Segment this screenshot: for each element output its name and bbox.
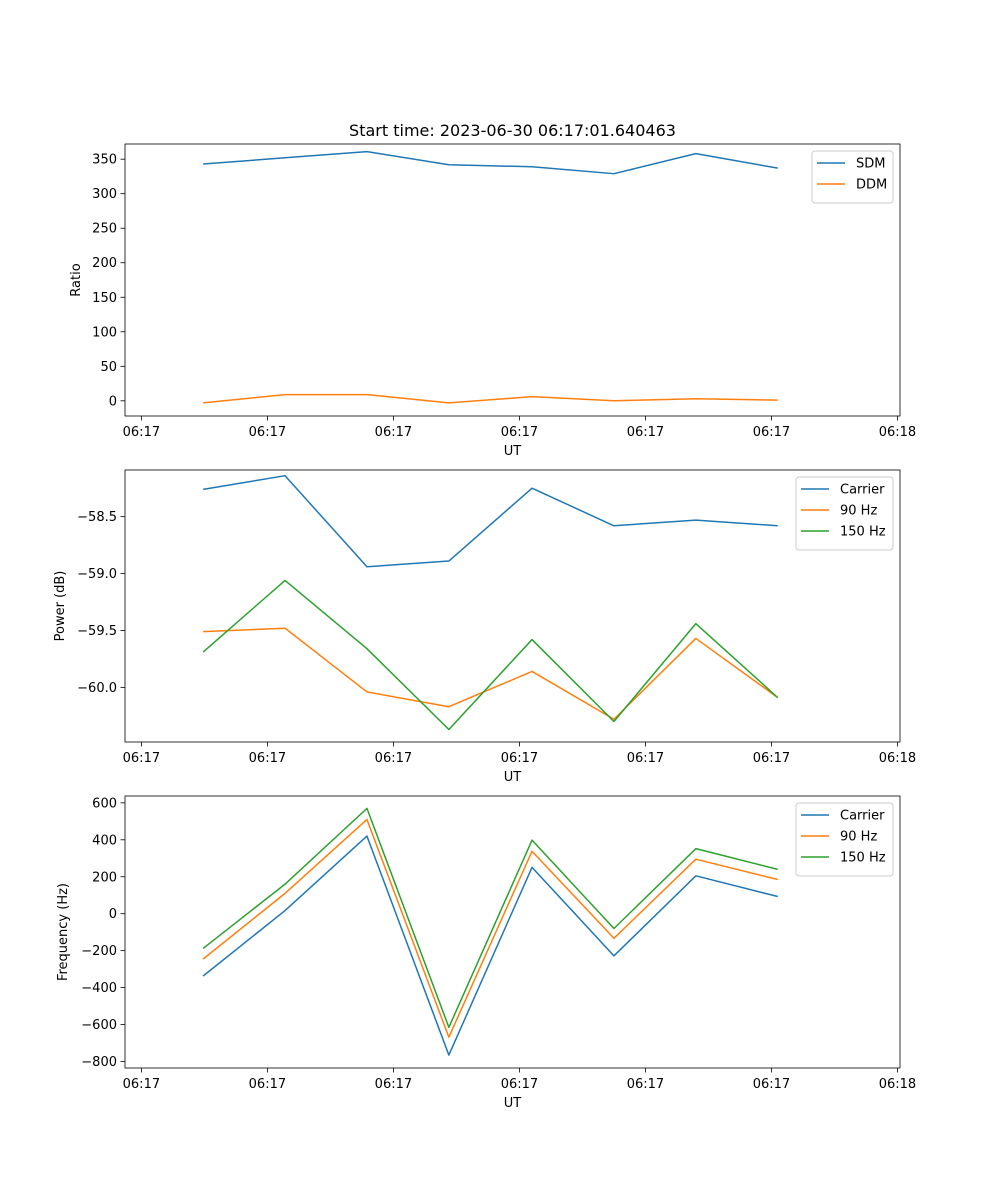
- y-tick-label: 0: [109, 394, 117, 409]
- y-tick-label: 400: [92, 833, 117, 848]
- legend-box: [811, 150, 894, 204]
- x-tick-label: 06:17: [123, 751, 160, 766]
- y-axis-label: Power (dB): [53, 571, 68, 642]
- x-tick-label: 06:17: [123, 1077, 160, 1092]
- plot-frame: [124, 143, 901, 417]
- x-tick-label: 06:17: [249, 425, 286, 440]
- x-tick-label: 06:17: [501, 1077, 538, 1092]
- x-tick-label: 06:18: [879, 1077, 916, 1092]
- legend: SDM DDM: [811, 150, 894, 204]
- x-axis-label: UT: [504, 444, 522, 459]
- x-tick-label: 06:17: [501, 751, 538, 766]
- plot-frame: [124, 795, 901, 1069]
- x-axis-label: UT: [504, 770, 522, 785]
- legend-label: SDM: [856, 157, 885, 172]
- x-tick-label: 06:18: [879, 425, 916, 440]
- series-line-carrier: [203, 474, 778, 568]
- x-tick-label: 06:17: [753, 1077, 790, 1092]
- x-tick-label: 06:17: [753, 425, 790, 440]
- y-tick-label: −400: [81, 981, 117, 996]
- x-tick-label: 06:17: [627, 425, 664, 440]
- y-tick-label: −58.5: [77, 510, 117, 525]
- y-axis-label: Frequency (Hz): [56, 883, 71, 981]
- y-tick-label: −800: [81, 1055, 117, 1070]
- y-tick-label: 250: [92, 222, 117, 237]
- y-tick-label: 200: [92, 870, 117, 885]
- chart-panel-2: 06:17 06:17 06:17 06:17 06:17 06:17 06:18 −60.0…: [53, 469, 916, 785]
- x-tick-label: 06:17: [753, 751, 790, 766]
- figure-title: Start time: 2023-06-30 06:17:01.640463: [349, 121, 676, 140]
- y-tick-label: −200: [81, 944, 117, 959]
- y-tick-label: 50: [100, 360, 117, 375]
- legend-label: DDM: [856, 178, 887, 193]
- series-line-90-hz: [202, 818, 778, 1038]
- series-line-ddm: [203, 393, 778, 404]
- y-tick-label: 600: [92, 796, 117, 811]
- x-tick-label: 06:17: [375, 751, 412, 766]
- legend-label: 90 Hz: [840, 830, 877, 845]
- x-tick-label: 06:17: [375, 1077, 412, 1092]
- y-tick-label: −60.0: [77, 681, 117, 696]
- x-tick-label: 06:17: [123, 425, 160, 440]
- series-line-150-hz: [202, 579, 779, 731]
- legend-label: Carrier: [840, 809, 885, 824]
- y-tick-label: 300: [92, 187, 117, 202]
- y-tick-label: 100: [92, 325, 117, 340]
- legend-label: 90 Hz: [840, 504, 877, 519]
- plot-frame: [124, 469, 901, 743]
- legend: Carrier 90 Hz 150 Hz: [795, 476, 894, 551]
- x-tick-label: 06:17: [627, 1077, 664, 1092]
- x-axis-label: UT: [504, 1096, 522, 1111]
- y-tick-label: −600: [81, 1018, 117, 1033]
- y-tick-label: 200: [92, 256, 117, 271]
- chart-panel-1: 06:17 06:17 06:17 06:17 06:17 06:17 06:18 0 50 10…: [69, 143, 916, 459]
- y-tick-label: −59.5: [77, 624, 117, 639]
- x-tick-label: 06:17: [627, 751, 664, 766]
- y-axis-label: Ratio: [69, 263, 84, 296]
- legend: Carrier 90 Hz 150 Hz: [795, 802, 894, 877]
- legend-label: 150 Hz: [840, 851, 886, 866]
- y-tick-label: −59.0: [77, 567, 117, 582]
- chart-panel-3: 06:17 06:17 06:17 06:17 06:17 06:17 06:18 −800 −…: [56, 795, 916, 1111]
- series-line-carrier: [202, 835, 778, 1056]
- y-tick-label: 350: [92, 153, 117, 168]
- series-line-150-hz: [202, 807, 778, 1029]
- legend-label: 150 Hz: [840, 525, 886, 540]
- y-tick-label: 0: [109, 907, 117, 922]
- x-tick-label: 06:17: [375, 425, 412, 440]
- y-tick-label: 150: [92, 291, 117, 306]
- x-tick-label: 06:17: [249, 1077, 286, 1092]
- x-tick-label: 06:18: [879, 751, 916, 766]
- series-line-sdm: [203, 150, 778, 175]
- series-line-90-hz: [203, 627, 779, 720]
- legend-label: Carrier: [840, 483, 885, 498]
- x-tick-label: 06:17: [249, 751, 286, 766]
- x-tick-label: 06:17: [501, 425, 538, 440]
